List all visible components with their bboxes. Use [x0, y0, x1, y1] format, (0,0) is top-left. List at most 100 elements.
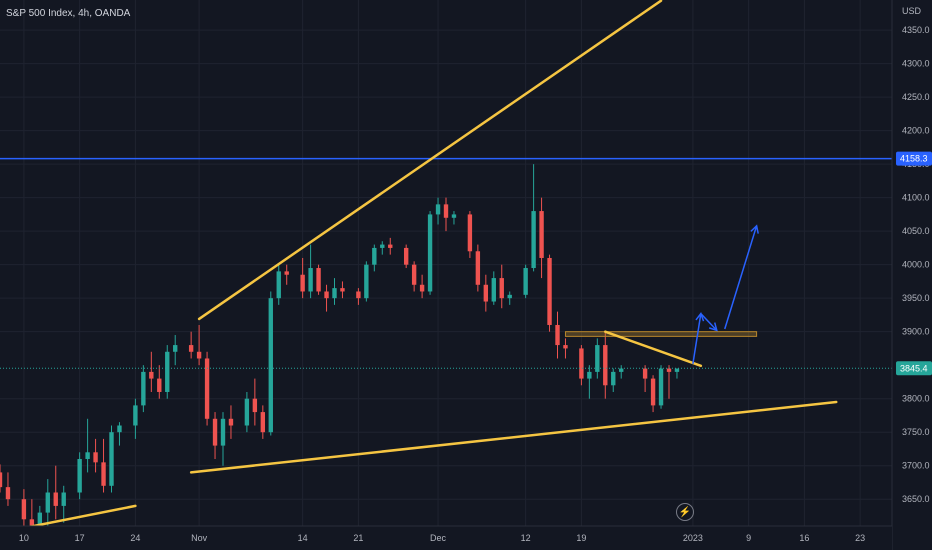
candles: [0, 164, 680, 550]
candle-body: [173, 345, 178, 352]
price-tag: [896, 151, 932, 166]
candle-body: [324, 291, 329, 299]
candle-body: [85, 452, 90, 459]
arrow-head: [708, 322, 718, 332]
candle-body: [220, 418, 226, 446]
lightning-icon[interactable]: ⚡: [676, 503, 694, 521]
candle-body: [650, 378, 656, 406]
trend-line: [197, 0, 663, 321]
candle-body: [276, 271, 281, 299]
projection-arrow: [692, 313, 702, 364]
candle-body: [523, 268, 528, 295]
candle-body: [403, 247, 409, 265]
price-tick-label: 4250.0: [902, 92, 930, 102]
candle-body: [212, 418, 218, 446]
candle-body: [674, 368, 680, 372]
time-tick-label: 17: [75, 533, 85, 543]
candle-body: [188, 345, 194, 352]
candle-body: [483, 284, 489, 302]
time-tick-label: 10: [19, 533, 29, 543]
time-tick-label: Dec: [430, 533, 447, 543]
candle-body: [196, 351, 202, 359]
candle-body: [380, 244, 385, 248]
candle-body: [619, 368, 624, 372]
candle-body: [642, 368, 648, 379]
candle-body: [5, 487, 11, 500]
candle-body: [268, 298, 273, 433]
trend-line: [604, 330, 703, 368]
time-tick-label: 19: [576, 533, 586, 543]
price-axis: [892, 0, 932, 550]
candle-body: [149, 371, 154, 379]
candle-body: [93, 452, 98, 463]
candle-body: [547, 257, 552, 325]
time-tick-label: 14: [298, 533, 308, 543]
price-tick-label: 4000.0: [902, 260, 930, 270]
candle-body: [475, 251, 481, 285]
candle-body: [531, 211, 536, 269]
candle-body: [499, 278, 504, 299]
candle-body: [284, 271, 289, 275]
candle-body: [133, 405, 138, 426]
candle-body: [443, 204, 449, 218]
arrow-head: [750, 224, 759, 234]
time-tick-label: Nov: [191, 533, 208, 543]
candle-body: [0, 472, 3, 488]
price-tick-label: 3950.0: [902, 293, 930, 303]
candle-body: [666, 368, 672, 372]
projection-arrow: [700, 313, 718, 331]
price-tick-label: 4050.0: [902, 226, 930, 236]
time-axis: [0, 526, 892, 550]
candle-body: [491, 278, 496, 302]
price-tick-label: 3750.0: [902, 427, 930, 437]
candle-body: [61, 492, 66, 506]
candle-body: [157, 378, 162, 392]
drawings[interactable]: [0, 0, 892, 534]
price-tick-label: 3700.0: [902, 461, 930, 471]
candle-body: [555, 324, 560, 346]
price-tag-label: 4158.3: [900, 154, 928, 164]
candle-body: [356, 291, 361, 299]
candle-body: [539, 211, 544, 258]
trend-line: [189, 400, 838, 474]
candle-body: [165, 351, 170, 392]
candle-body: [372, 247, 377, 265]
candle-body: [308, 268, 313, 292]
price-tag-label: 3845.4: [900, 363, 928, 373]
candle-body: [228, 418, 234, 426]
time-tick-label: 12: [521, 533, 531, 543]
candle-body: [579, 348, 584, 379]
candle-body: [260, 412, 266, 433]
currency-label: USD: [902, 6, 922, 16]
projection-arrow: [724, 225, 758, 330]
candle-body: [364, 264, 369, 299]
time-tick-label: 21: [353, 533, 363, 543]
candle-body: [587, 371, 592, 379]
candle-body: [419, 284, 425, 292]
candle-body: [300, 274, 305, 292]
candle-body: [658, 368, 664, 406]
time-tick-label: 16: [799, 533, 809, 543]
price-tick-label: 4300.0: [902, 59, 930, 69]
candle-body: [53, 492, 58, 506]
price-tick-label: 4100.0: [902, 193, 930, 203]
candle-body: [45, 492, 50, 513]
candle-body: [204, 358, 210, 419]
candle-body: [427, 214, 433, 292]
candle-body: [244, 398, 250, 426]
resistance-zone: [564, 331, 758, 337]
candle-body: [117, 425, 122, 433]
price-tick-label: 4200.0: [902, 126, 930, 136]
candle-body: [388, 244, 393, 248]
candle-body: [411, 264, 417, 285]
candle-body: [37, 512, 43, 533]
price-tick-label: 3800.0: [902, 394, 930, 404]
candle-body: [109, 432, 114, 486]
candle-body: [563, 345, 568, 349]
candle-body: [451, 214, 457, 218]
candle-body: [340, 288, 345, 292]
candle-body: [77, 458, 82, 493]
candle-body: [595, 345, 600, 372]
price-tick-label: 3900.0: [902, 327, 930, 337]
